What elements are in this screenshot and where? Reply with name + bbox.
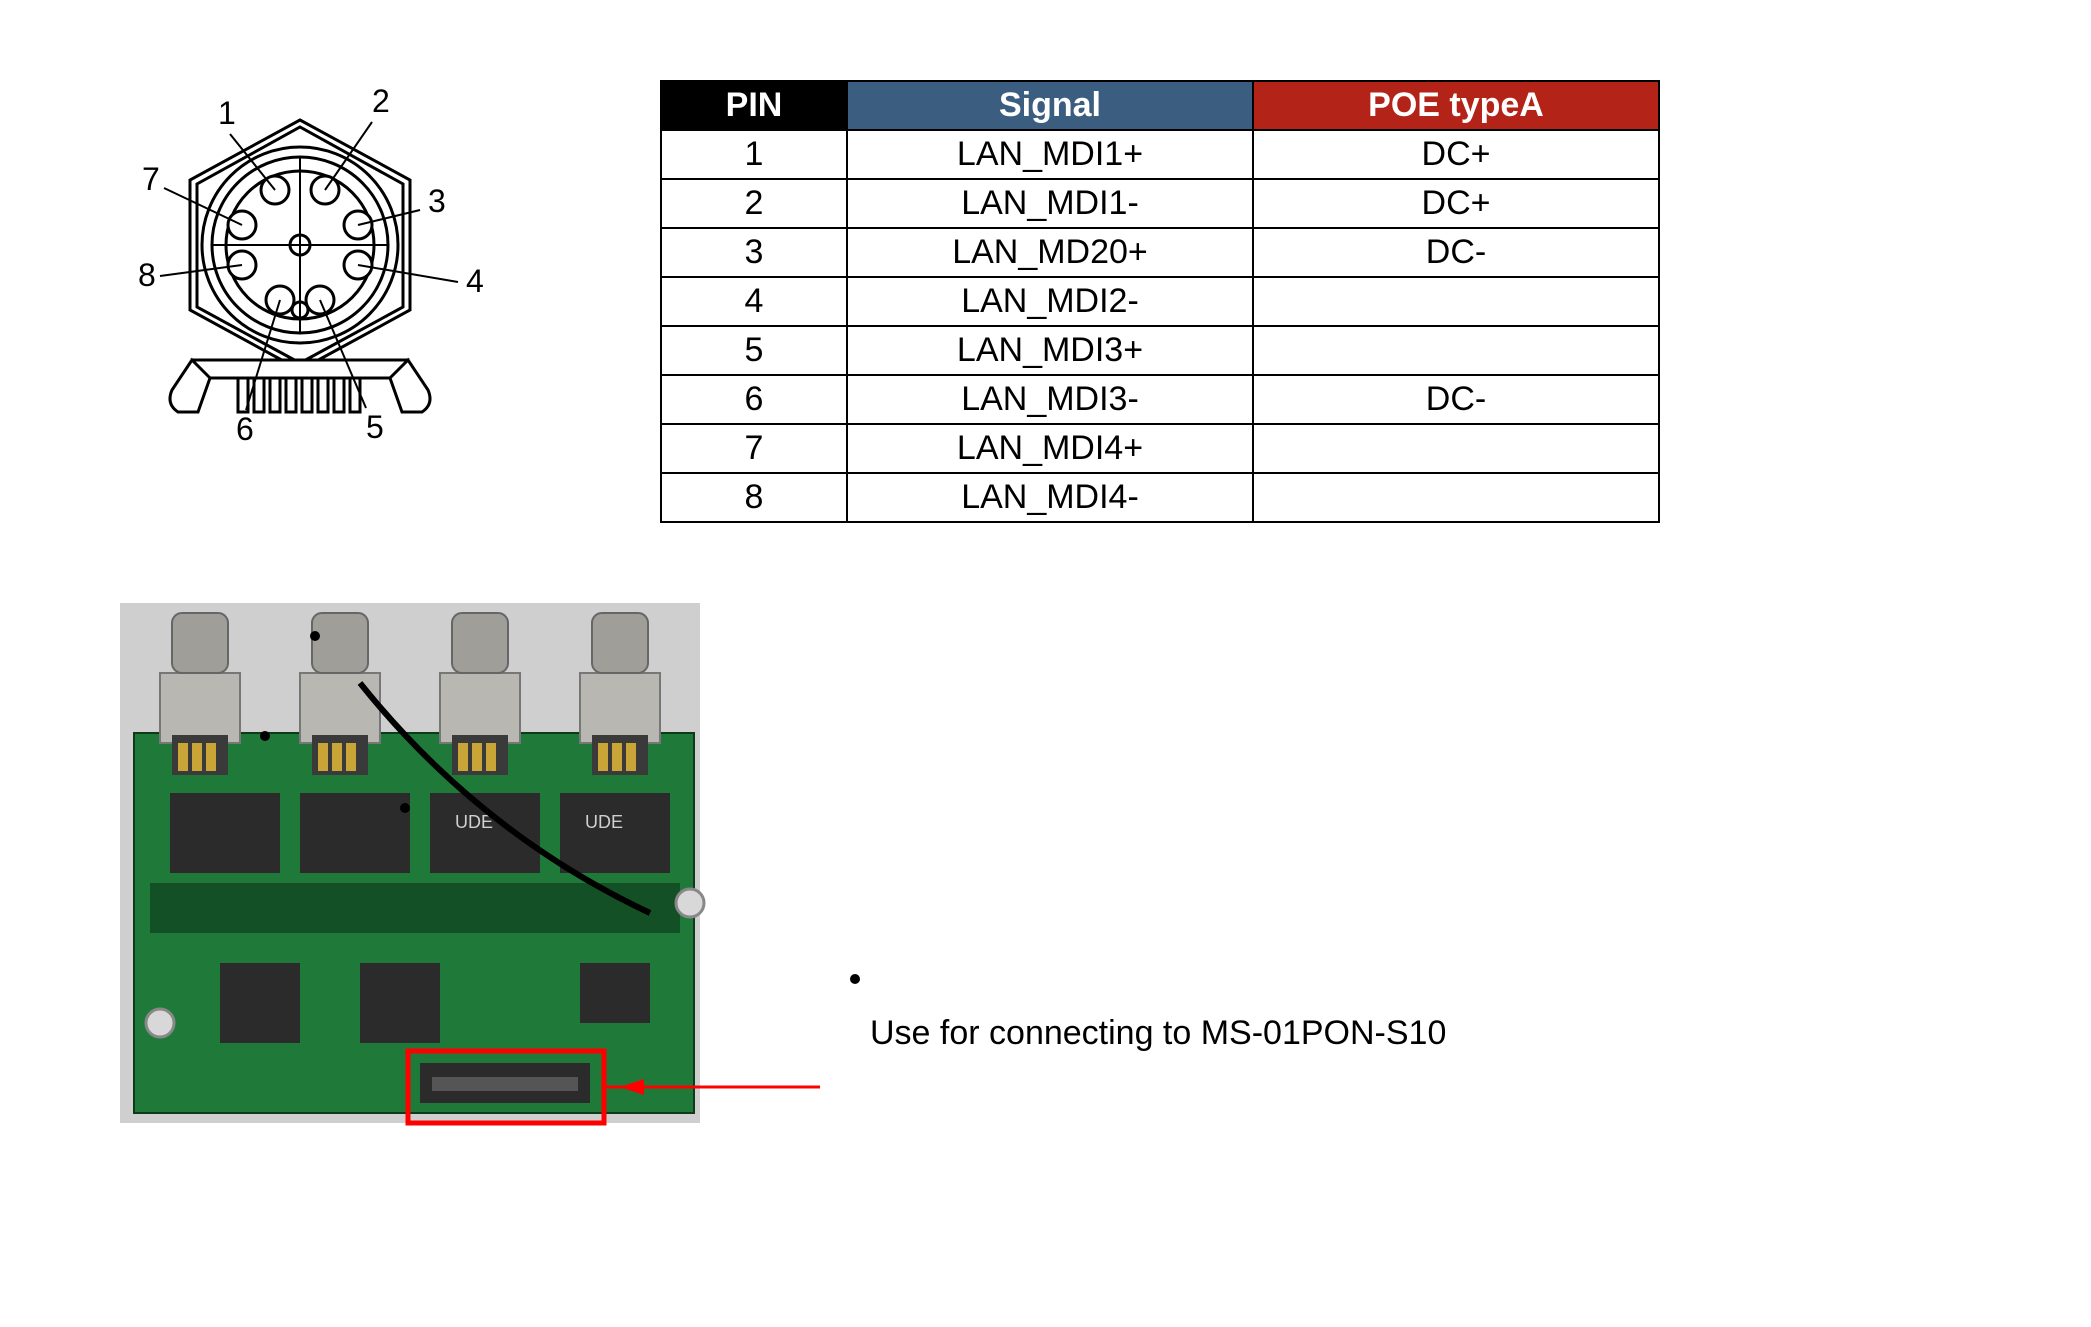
svg-text:UDE: UDE — [585, 812, 623, 832]
cell-pin: 3 — [661, 228, 847, 277]
dot-icon — [400, 803, 410, 813]
cell-signal: LAN_MDI1- — [847, 179, 1253, 228]
cell-signal: LAN_MDI3- — [847, 375, 1253, 424]
cell-poe: DC- — [1253, 228, 1659, 277]
pin-label-6: 6 — [236, 411, 254, 447]
cell-signal: LAN_MDI4+ — [847, 424, 1253, 473]
table-row: 1LAN_MDI1+DC+ — [661, 130, 1659, 179]
board-photo-area: UDE UDE — [60, 583, 760, 1143]
table-row: 6LAN_MDI3-DC- — [661, 375, 1659, 424]
cell-signal: LAN_MDI3+ — [847, 326, 1253, 375]
table-row: 3LAN_MD20+DC- — [661, 228, 1659, 277]
pin-label-7: 7 — [142, 161, 160, 197]
cell-pin: 5 — [661, 326, 847, 375]
cell-signal: LAN_MD20+ — [847, 228, 1253, 277]
cell-pin: 4 — [661, 277, 847, 326]
cell-poe: DC- — [1253, 375, 1659, 424]
page: 1 2 3 4 5 6 7 8 PIN Signal POE typeA — [0, 0, 2091, 1327]
cell-pin: 7 — [661, 424, 847, 473]
cell-poe — [1253, 326, 1659, 375]
cell-poe: DC+ — [1253, 130, 1659, 179]
pin-label-4: 4 — [466, 263, 484, 299]
bottom-row: UDE UDE — [60, 583, 2031, 1143]
col-header-poe: POE typeA — [1253, 81, 1659, 130]
table-header-row: PIN Signal POE typeA — [661, 81, 1659, 130]
dot-icon — [260, 731, 270, 741]
dot-icon — [850, 974, 860, 984]
pin-table: PIN Signal POE typeA 1LAN_MDI1+DC+2LAN_M… — [660, 80, 1660, 523]
callout-arrow-extension — [760, 583, 840, 1143]
cell-signal: LAN_MDI4- — [847, 473, 1253, 522]
dot-icon — [310, 631, 320, 641]
table-row: 4LAN_MDI2- — [661, 277, 1659, 326]
table-row: 8LAN_MDI4- — [661, 473, 1659, 522]
cell-poe — [1253, 424, 1659, 473]
cell-poe — [1253, 473, 1659, 522]
cell-poe — [1253, 277, 1659, 326]
pin-label-3: 3 — [428, 183, 446, 219]
table-row: 7LAN_MDI4+ — [661, 424, 1659, 473]
col-header-signal: Signal — [847, 81, 1253, 130]
connector-pinout-diagram: 1 2 3 4 5 6 7 8 — [60, 60, 540, 480]
table-row: 2LAN_MDI1-DC+ — [661, 179, 1659, 228]
connector-diagram-area: 1 2 3 4 5 6 7 8 — [60, 40, 620, 480]
cell-pin: 6 — [661, 375, 847, 424]
pin-table-body: 1LAN_MDI1+DC+2LAN_MDI1-DC+3LAN_MD20+DC-4… — [661, 130, 1659, 522]
cell-pin: 1 — [661, 130, 847, 179]
pin-label-2: 2 — [372, 83, 390, 119]
cell-signal: LAN_MDI2- — [847, 277, 1253, 326]
cell-pin: 2 — [661, 179, 847, 228]
pin-label-1: 1 — [218, 95, 236, 131]
cell-pin: 8 — [661, 473, 847, 522]
pcb-illustration: UDE UDE — [60, 583, 760, 1143]
callout-text: Use for connecting to MS-01PON-S10 — [870, 1014, 1446, 1053]
cell-signal: LAN_MDI1+ — [847, 130, 1253, 179]
top-row: 1 2 3 4 5 6 7 8 PIN Signal POE typeA — [60, 40, 2031, 523]
pin-label-5: 5 — [366, 409, 384, 445]
cell-poe: DC+ — [1253, 179, 1659, 228]
pin-table-area: PIN Signal POE typeA 1LAN_MDI1+DC+2LAN_M… — [660, 80, 1660, 523]
table-row: 5LAN_MDI3+ — [661, 326, 1659, 375]
pin-label-8: 8 — [138, 257, 156, 293]
col-header-pin: PIN — [661, 81, 847, 130]
